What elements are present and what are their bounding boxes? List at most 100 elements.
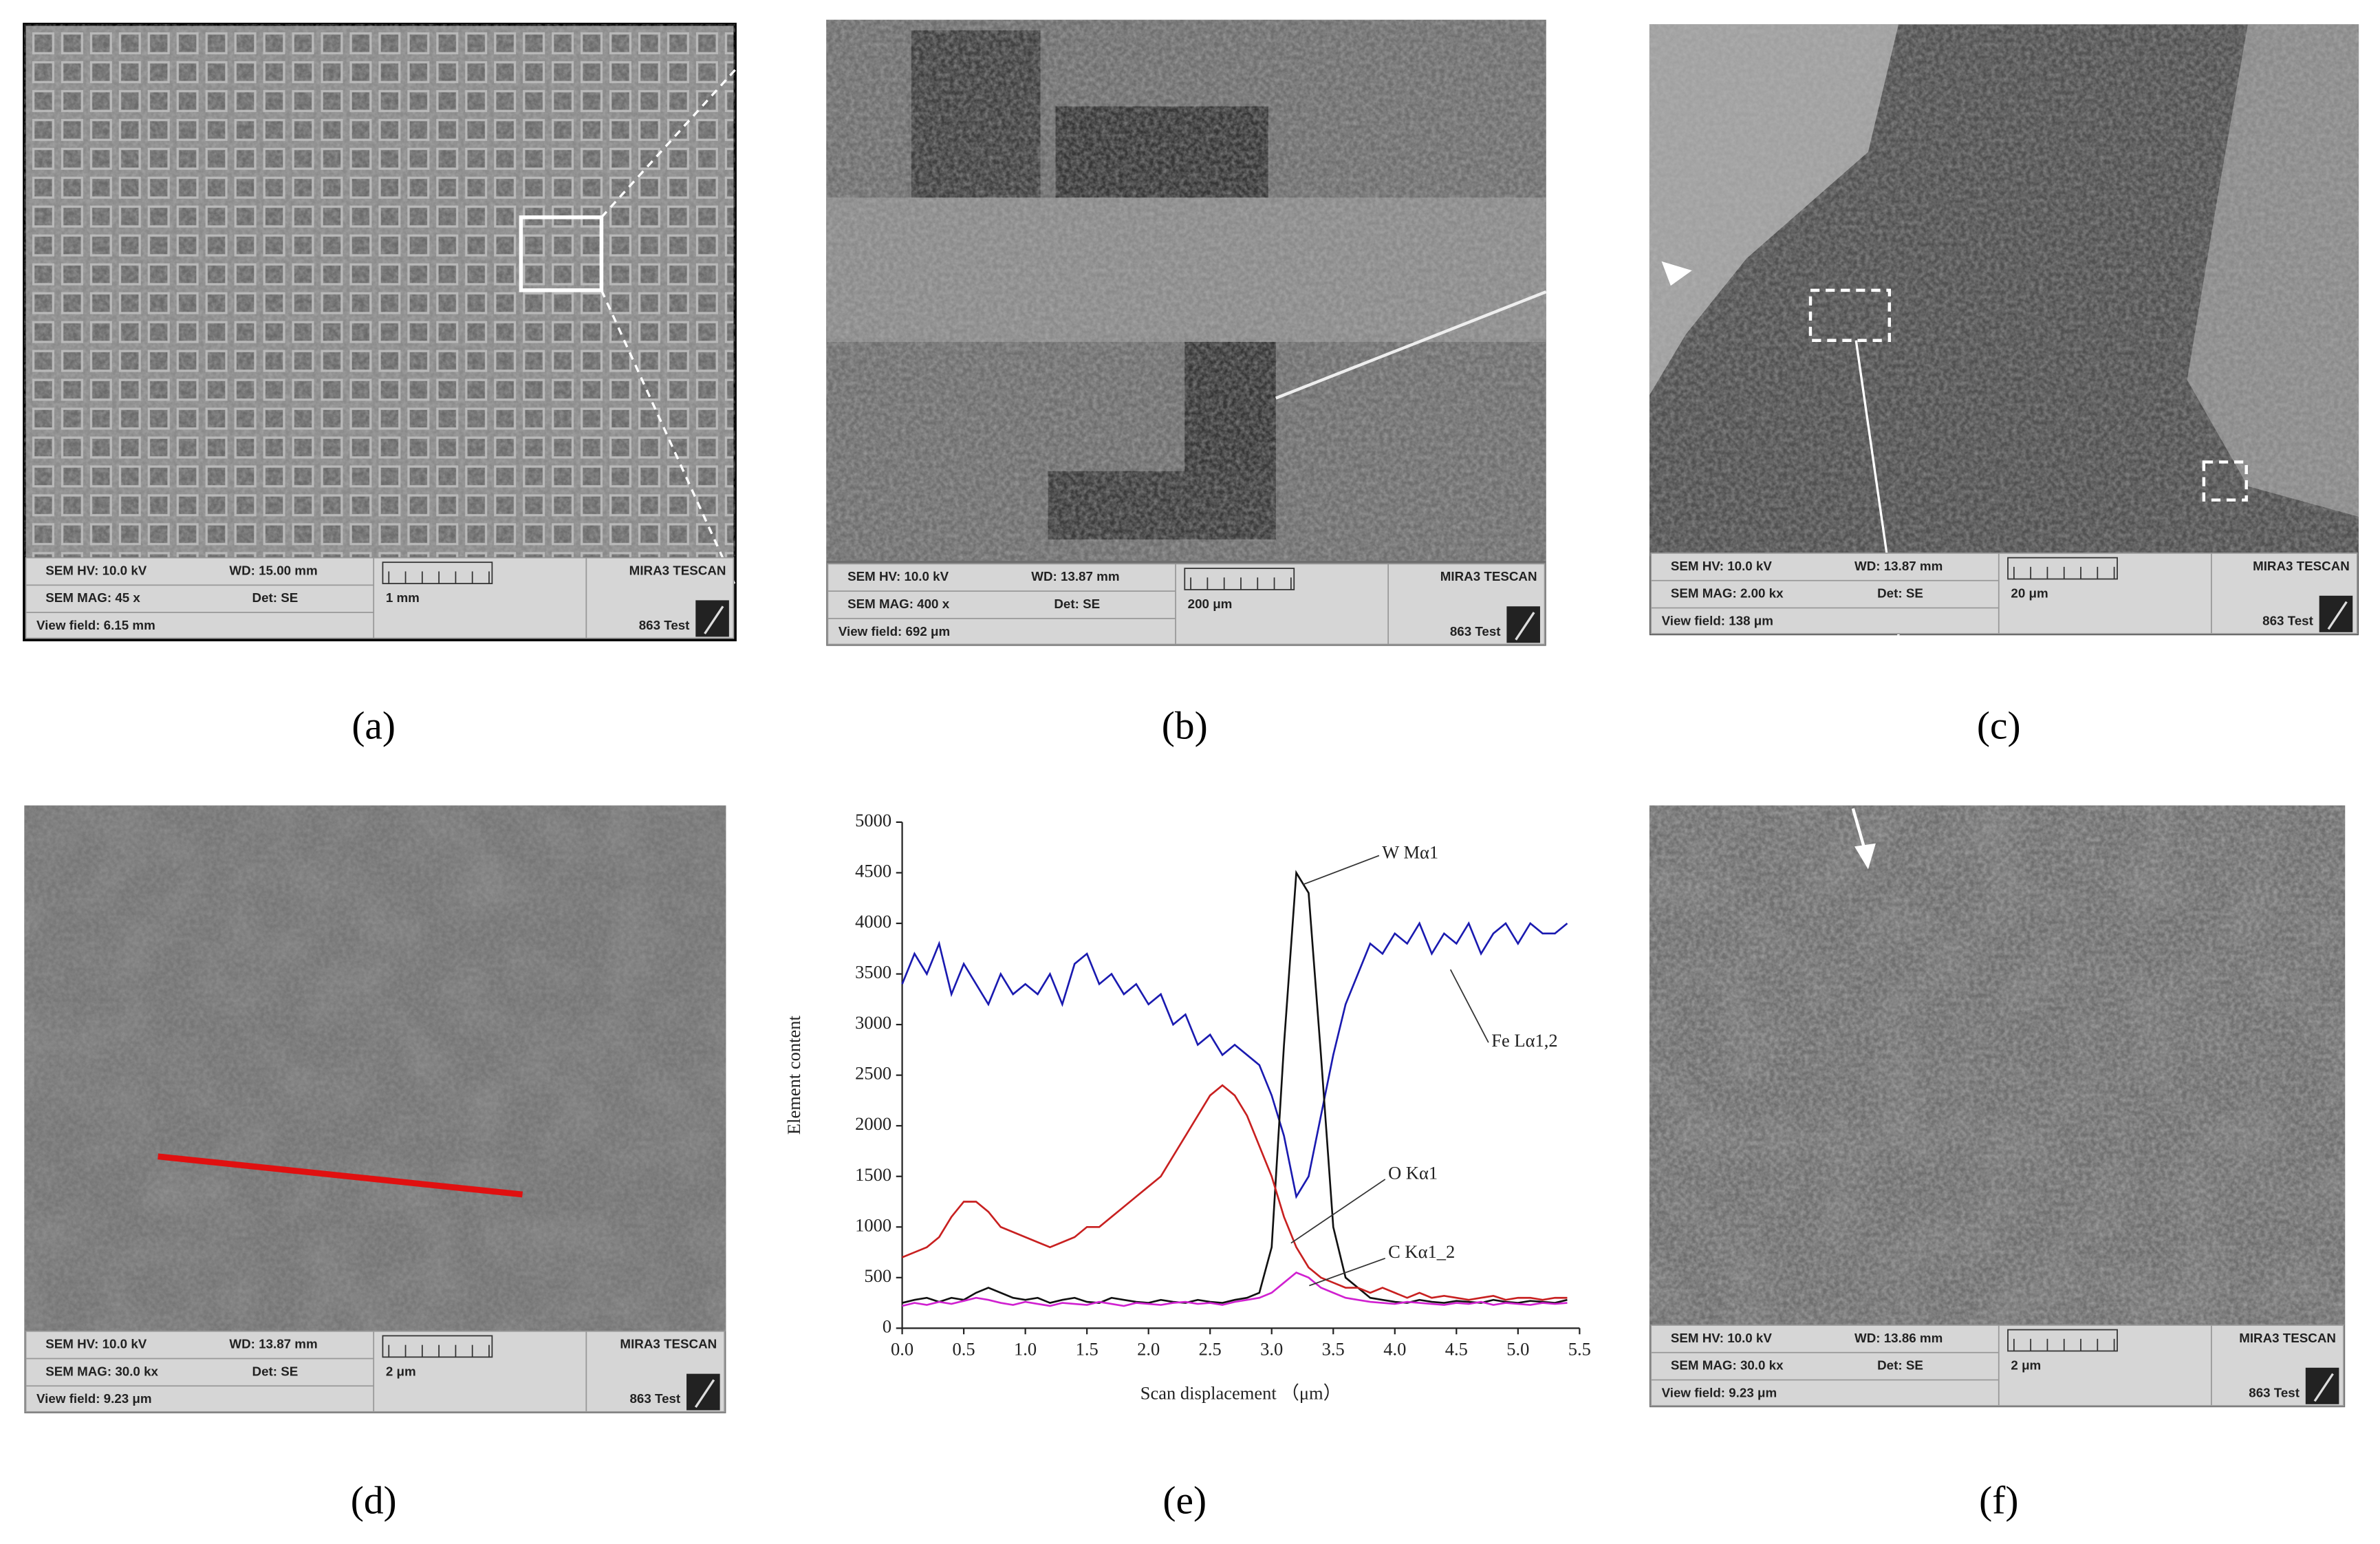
line-chart: 0 500 1000 1500 2000 2500 3000 3500 4000 4500 5000… xyxy=(783,810,1591,1404)
series-label: O Kα1 xyxy=(1388,1162,1438,1183)
info-text: MIRA3 TESCAN xyxy=(620,1337,717,1351)
info-text: WD: 13.87 mm xyxy=(1854,559,1943,573)
scale-box xyxy=(2007,1329,2118,1352)
panel-label: (d) xyxy=(351,1479,397,1523)
info-text: View field: 692 μm xyxy=(839,624,950,639)
texture xyxy=(24,805,726,1331)
x-tick-label: 2.0 xyxy=(1137,1339,1160,1360)
logo-mark xyxy=(2327,601,2348,630)
region-box xyxy=(1808,288,1892,342)
info-text: 20 μm xyxy=(2011,586,2048,601)
info-text: Det: SE xyxy=(1054,597,1100,611)
annotation-leader xyxy=(1290,1179,1386,1244)
info-text: 1 mm xyxy=(386,590,420,605)
logo-mark xyxy=(2313,1373,2334,1402)
x-tick-label: 4.5 xyxy=(1445,1339,1468,1360)
info-text: SEM HV: 10.0 kV xyxy=(1671,1331,1773,1345)
x-tick-label: 3.5 xyxy=(1322,1339,1345,1360)
logo-mark xyxy=(704,605,724,634)
zoom-box xyxy=(519,215,604,292)
info-text: SEM MAG: 400 x xyxy=(847,597,950,611)
info-text: 863 Test xyxy=(2249,1385,2300,1400)
x-tick-label: 4.0 xyxy=(1383,1339,1406,1360)
y-tick-label: 4000 xyxy=(855,911,891,932)
x-tick-label: 0.0 xyxy=(891,1339,913,1360)
zoom-line xyxy=(600,69,737,586)
scan-line xyxy=(1275,290,1547,400)
scale-box xyxy=(382,1335,493,1358)
y-tick-label: 0 xyxy=(883,1316,891,1336)
info-text: View field: 6.15 mm xyxy=(36,618,155,632)
info-text: SEM MAG: 30.0 kx xyxy=(1671,1358,1784,1373)
arrow xyxy=(1854,843,1876,870)
panel-label: (f) xyxy=(1979,1479,2018,1523)
info-text: Det: SE xyxy=(1877,1358,1923,1373)
texture xyxy=(24,24,735,557)
info-text: 863 Test xyxy=(2262,613,2313,628)
y-tick-label: 2500 xyxy=(855,1063,891,1084)
info-bar xyxy=(25,557,735,639)
y-tick-label: 500 xyxy=(864,1265,891,1286)
panel-label: (c) xyxy=(1977,704,2021,747)
x-tick-label: 5.5 xyxy=(1568,1339,1591,1360)
panel-label: (b) xyxy=(1162,704,1208,747)
y-tick-label: 5000 xyxy=(855,810,891,830)
series-line xyxy=(902,870,1568,1304)
info-text: MIRA3 TESCAN xyxy=(2253,559,2350,573)
annotation-leader xyxy=(1303,855,1380,886)
info-text: 863 Test xyxy=(639,618,690,632)
panel-label: (e) xyxy=(1162,1479,1207,1523)
y-axis-title: Element content xyxy=(783,1016,804,1135)
series-label: W Mα1 xyxy=(1382,841,1438,862)
logo-mark xyxy=(1515,612,1535,641)
info-text: 863 Test xyxy=(1450,624,1501,639)
info-text: WD: 13.86 mm xyxy=(1854,1331,1943,1345)
y-tick-label: 4500 xyxy=(855,861,891,881)
info-text: View field: 9.23 μm xyxy=(1662,1385,1777,1400)
info-text: SEM HV: 10.0 kV xyxy=(847,569,949,583)
x-tick-label: 1.5 xyxy=(1076,1339,1099,1360)
info-bar xyxy=(827,563,1546,645)
x-tick-label: 5.0 xyxy=(1506,1339,1529,1360)
info-text: 2 μm xyxy=(2011,1358,2041,1373)
x-tick-label: 2.5 xyxy=(1199,1339,1222,1360)
info-text: SEM MAG: 30.0 kx xyxy=(45,1364,158,1378)
series-label: C Kα1_2 xyxy=(1388,1241,1455,1262)
info-text: SEM MAG: 2.00 kx xyxy=(1671,586,1784,601)
series-line xyxy=(902,1271,1568,1307)
x-tick-label: 1.0 xyxy=(1014,1339,1037,1360)
info-text: 2 μm xyxy=(386,1364,416,1378)
info-text: Det: SE xyxy=(252,590,299,605)
info-text: View field: 138 μm xyxy=(1662,613,1773,628)
y-tick-label: 3500 xyxy=(855,962,891,983)
annotation-leader xyxy=(1309,1257,1386,1287)
info-text: WD: 13.87 mm xyxy=(229,1337,317,1351)
info-text: View field: 9.23 μm xyxy=(36,1391,152,1406)
texture xyxy=(826,19,1546,561)
info-text: 863 Test xyxy=(629,1391,680,1406)
texture xyxy=(1649,24,2359,557)
info-text: SEM HV: 10.0 kV xyxy=(45,563,147,577)
x-axis-title: Scan displacement （μm） xyxy=(1140,1383,1341,1404)
series-line xyxy=(902,1084,1568,1301)
info-bar xyxy=(25,1330,726,1413)
texture xyxy=(1649,805,2346,1325)
info-text: MIRA3 TESCAN xyxy=(1440,569,1537,583)
y-tick-label: 1500 xyxy=(855,1164,891,1185)
y-tick-label: 3000 xyxy=(855,1012,891,1033)
info-text: SEM MAG: 45 x xyxy=(45,590,140,605)
info-text: 200 μm xyxy=(1188,597,1233,611)
arrow xyxy=(1661,261,1692,286)
x-tick-label: 0.5 xyxy=(953,1339,975,1360)
info-bar xyxy=(1650,553,2358,634)
scan-line xyxy=(158,1153,523,1198)
annotation-leader xyxy=(1449,969,1489,1043)
logo-mark xyxy=(694,1379,715,1408)
scale-box xyxy=(2007,557,2118,580)
info-text: MIRA3 TESCAN xyxy=(629,563,726,577)
series-label: Fe Lα1,2 xyxy=(1491,1030,1557,1051)
arrow xyxy=(1851,808,1867,852)
info-text: Det: SE xyxy=(1877,586,1923,601)
info-text: SEM HV: 10.0 kV xyxy=(45,1337,147,1351)
